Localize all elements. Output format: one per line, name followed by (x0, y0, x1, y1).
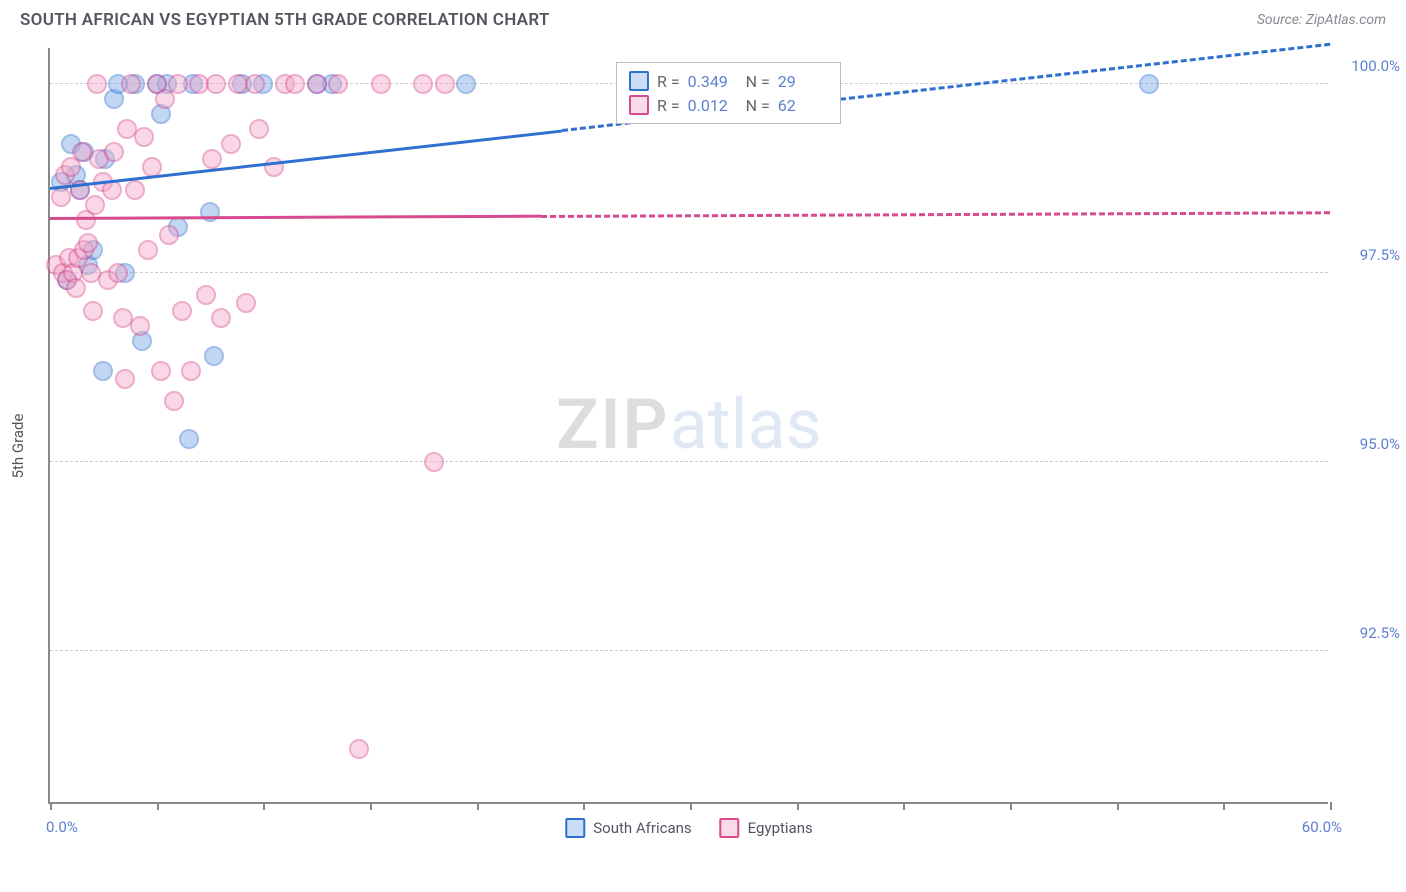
trend-line (541, 211, 1330, 218)
stats-row: R = 0.012 N = 62 (629, 93, 828, 117)
x-tick (903, 802, 905, 810)
chart-title: SOUTH AFRICAN VS EGYPTIAN 5TH GRADE CORR… (20, 10, 550, 30)
data-point (371, 74, 391, 94)
data-point (151, 361, 171, 381)
data-point (424, 452, 444, 472)
data-point (66, 278, 86, 298)
data-point (349, 739, 369, 759)
data-point (236, 293, 256, 313)
data-point (83, 301, 103, 321)
data-point (172, 301, 192, 321)
x-tick (1223, 802, 1225, 810)
legend-label: South Africans (593, 819, 691, 837)
watermark-atlas: atlas (670, 384, 822, 466)
data-point (456, 74, 476, 94)
data-point (204, 346, 224, 366)
data-point (125, 180, 145, 200)
y-tick-label: 97.5% (1340, 246, 1400, 264)
n-value: 29 (778, 72, 828, 91)
y-tick-label: 100.0% (1340, 57, 1400, 75)
chart-source: Source: ZipAtlas.com (1257, 12, 1386, 28)
data-point (328, 74, 348, 94)
y-tick-label: 92.5% (1340, 624, 1400, 642)
data-point (108, 263, 128, 283)
series-swatch (629, 71, 649, 91)
data-point (221, 134, 241, 154)
y-tick-label: 95.0% (1340, 435, 1400, 453)
x-tick (50, 802, 52, 810)
data-point (168, 74, 188, 94)
data-point (104, 142, 124, 162)
data-point (200, 202, 220, 222)
x-tick (477, 802, 479, 810)
data-point (159, 225, 179, 245)
x-min-label: 0.0% (46, 818, 78, 836)
x-tick (690, 802, 692, 810)
watermark: ZIPatlas (556, 384, 822, 466)
x-tick (1330, 802, 1332, 810)
legend-swatch (720, 818, 740, 838)
plot-area: ZIPatlas 92.5%95.0%97.5%100.0%0.0%60.0%R… (48, 48, 1328, 804)
data-point (249, 119, 269, 139)
data-point (138, 240, 158, 260)
y-axis-label: 5th Grade (9, 414, 27, 479)
data-point (134, 127, 154, 147)
chart-header: SOUTH AFRICAN VS EGYPTIAN 5TH GRADE CORR… (0, 0, 1406, 36)
data-point (435, 74, 455, 94)
stats-row: R = 0.349 N = 29 (629, 69, 828, 93)
data-point (181, 361, 201, 381)
data-point (307, 74, 327, 94)
gridline-h (50, 272, 1328, 273)
data-point (413, 74, 433, 94)
n-value: 62 (778, 96, 828, 115)
r-value: 0.349 (688, 72, 738, 91)
n-label: N = (746, 72, 770, 91)
x-tick (263, 802, 265, 810)
data-point (164, 391, 184, 411)
data-point (196, 285, 216, 305)
trend-line (50, 215, 541, 220)
bottom-legend: South Africans Egyptians (565, 818, 812, 838)
x-tick (1010, 802, 1012, 810)
data-point (51, 187, 71, 207)
gridline-h (50, 461, 1328, 462)
watermark-zip: ZIP (556, 384, 669, 466)
legend-label: Egyptians (748, 819, 813, 837)
legend-swatch (565, 818, 585, 838)
stats-legend-box: R = 0.349 N = 29 R = 0.012 N = 62 (616, 62, 841, 124)
r-value: 0.012 (688, 96, 738, 115)
r-label: R = (657, 96, 680, 115)
data-point (245, 74, 265, 94)
data-point (115, 369, 135, 389)
data-point (130, 316, 150, 336)
x-tick (157, 802, 159, 810)
data-point (211, 308, 231, 328)
x-tick (1117, 802, 1119, 810)
data-point (206, 74, 226, 94)
x-tick (797, 802, 799, 810)
data-point (78, 233, 98, 253)
data-point (93, 361, 113, 381)
data-point (85, 195, 105, 215)
data-point (1139, 74, 1159, 94)
r-label: R = (657, 72, 680, 91)
x-tick (370, 802, 372, 810)
data-point (87, 74, 107, 94)
n-label: N = (746, 96, 770, 115)
x-max-label: 60.0% (1302, 818, 1342, 836)
data-point (121, 74, 141, 94)
data-point (285, 74, 305, 94)
legend-item: South Africans (565, 818, 691, 838)
data-point (179, 429, 199, 449)
x-tick (583, 802, 585, 810)
data-point (202, 149, 222, 169)
series-swatch (629, 95, 649, 115)
gridline-h (50, 650, 1328, 651)
legend-item: Egyptians (720, 818, 813, 838)
